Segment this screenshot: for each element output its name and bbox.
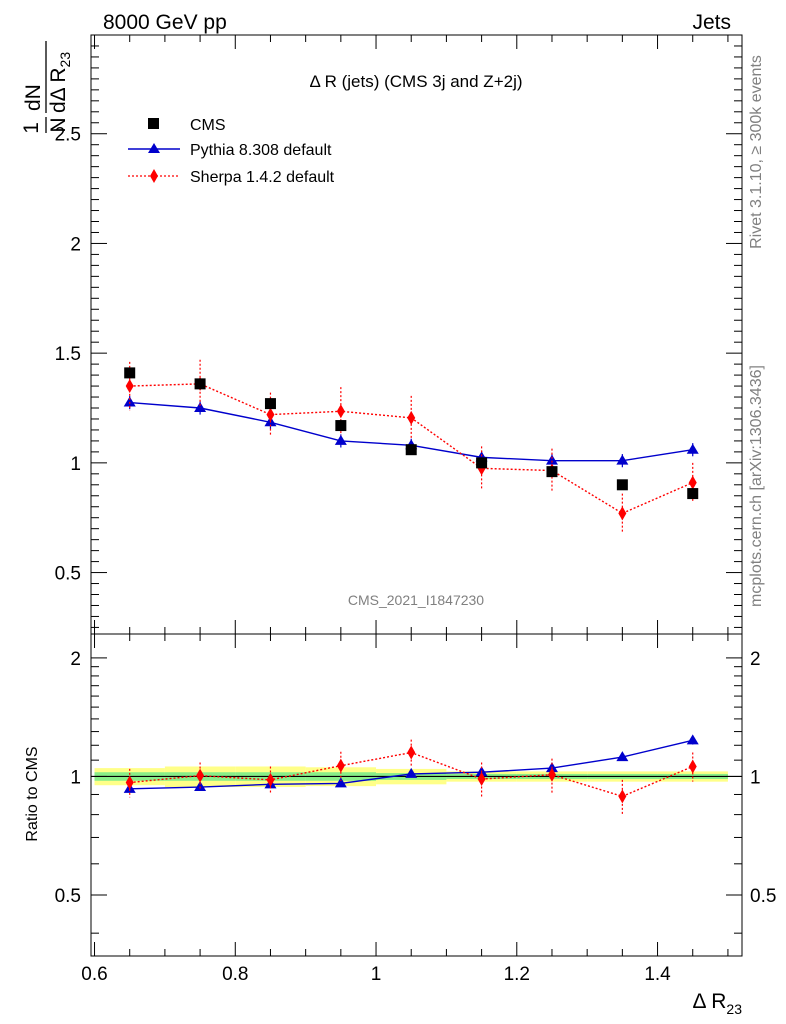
pythia-ratio-point	[405, 767, 418, 778]
ratio-y-tick-label: 1	[70, 767, 81, 788]
cms-point	[616, 479, 628, 491]
cms-point	[546, 466, 558, 478]
main-plot-panel: 0.5 1 1.5 2 2.5 Δ R (jets) (CMS 3j and Z+2j)…	[20, 34, 743, 635]
sherpa-ratio-point	[547, 767, 556, 782]
legend-cms-marker	[148, 118, 159, 129]
main-plot-frame	[90, 34, 743, 635]
y-tick-label: 1	[70, 454, 81, 475]
pythia-point	[686, 443, 699, 454]
pythia-ratio-point	[616, 751, 629, 762]
legend-pythia-marker	[148, 143, 160, 153]
legend-sherpa-label: Sherpa 1.4.2 default	[190, 169, 335, 186]
cms-point	[124, 367, 136, 379]
svg-text:dΔ R23: dΔ R23	[47, 52, 73, 113]
rivet-version-label: Rivet 3.1.10, ≥ 300k events	[748, 55, 765, 249]
legend-sherpa-marker	[150, 169, 158, 183]
sherpa-point	[688, 475, 697, 490]
pythia-ratio-point	[194, 781, 207, 792]
y-tick-label: 1.5	[55, 344, 81, 365]
cms-point	[405, 444, 417, 456]
cms-point	[476, 457, 488, 469]
legend-pythia-label: Pythia 8.308 default	[190, 142, 332, 159]
cms-point	[264, 398, 276, 410]
sherpa-point	[336, 404, 345, 419]
sherpa-ratio-point	[266, 772, 275, 787]
analysis-watermark: CMS_2021_I1847230	[348, 592, 484, 608]
cms-point	[194, 378, 206, 390]
sherpa-ratio-point	[477, 772, 486, 787]
x-tick-label: 1.2	[504, 964, 530, 985]
ratio-plot-frame	[90, 633, 743, 957]
ratio-y-tick-label: 2	[70, 649, 81, 670]
pythia-point	[545, 454, 558, 465]
cms-point	[335, 420, 347, 432]
ratio-y-axis-label: Ratio to CMS	[24, 746, 41, 841]
ratio-y-tick-label-right: 1	[750, 767, 761, 788]
sherpa-point	[407, 410, 416, 425]
legend-entry-cms: CMS	[148, 117, 226, 134]
svg-text:dN: dN	[22, 84, 45, 111]
chart-title: Δ R (jets) (CMS 3j and Z+2j)	[309, 72, 522, 91]
sherpa-point	[266, 407, 275, 422]
y-tick-label: 2.5	[55, 125, 81, 146]
pythia-point	[123, 396, 136, 407]
y-tick-label: 2	[70, 234, 81, 255]
header-process-label: Jets	[692, 11, 731, 34]
ratio-plot-panel: 0.6 0.8 1 1.2 1.4 0.5 0.5 1 1 2 2 Ratio to CMS Δ R…	[24, 633, 776, 1017]
legend-entry-sherpa: Sherpa 1.4.2 default	[128, 169, 335, 186]
sherpa-ratio-point	[688, 759, 697, 774]
x-tick-label: 0.8	[222, 964, 248, 985]
ratio-y-tick-label-right: 0.5	[750, 886, 776, 907]
ratio-y-tick-label: 0.5	[55, 886, 81, 907]
x-tick-label: 0.6	[81, 964, 107, 985]
sherpa-ratio-point	[196, 768, 205, 783]
header-energy-label: 8000 GeV pp	[103, 11, 227, 34]
sherpa-point	[618, 506, 627, 521]
legend: CMS Pythia 8.308 default Sherpa 1.4.2 de…	[128, 117, 335, 186]
cms-point	[687, 488, 699, 500]
x-axis-label: Δ R23	[693, 990, 743, 1017]
sherpa-ratio-point	[407, 745, 416, 760]
pythia-point	[334, 434, 347, 445]
sherpa-ratio-point	[618, 789, 627, 804]
x-tick-label: 1.4	[644, 964, 671, 985]
legend-entry-pythia: Pythia 8.308 default	[128, 142, 332, 159]
legend-cms-label: CMS	[190, 117, 226, 134]
pythia-ratio-point	[686, 734, 699, 745]
sherpa-ratio-point	[336, 758, 345, 773]
sherpa-point	[125, 379, 134, 394]
mcplots-label: mcplots.cern.ch [arXiv:1306.3436]	[748, 365, 765, 607]
svg-text:1 N: 1 N	[20, 116, 70, 134]
pythia-point	[616, 454, 629, 465]
y-tick-label: 0.5	[55, 564, 81, 585]
ratio-y-tick-label-right: 2	[750, 649, 761, 670]
pythia-ratio-point	[334, 777, 347, 788]
sherpa-ratio-point	[125, 775, 134, 790]
x-tick-label: 1	[371, 964, 382, 985]
main-y-axis-label: 1 N dN dΔ R23	[20, 41, 73, 134]
pythia-point	[194, 402, 207, 413]
